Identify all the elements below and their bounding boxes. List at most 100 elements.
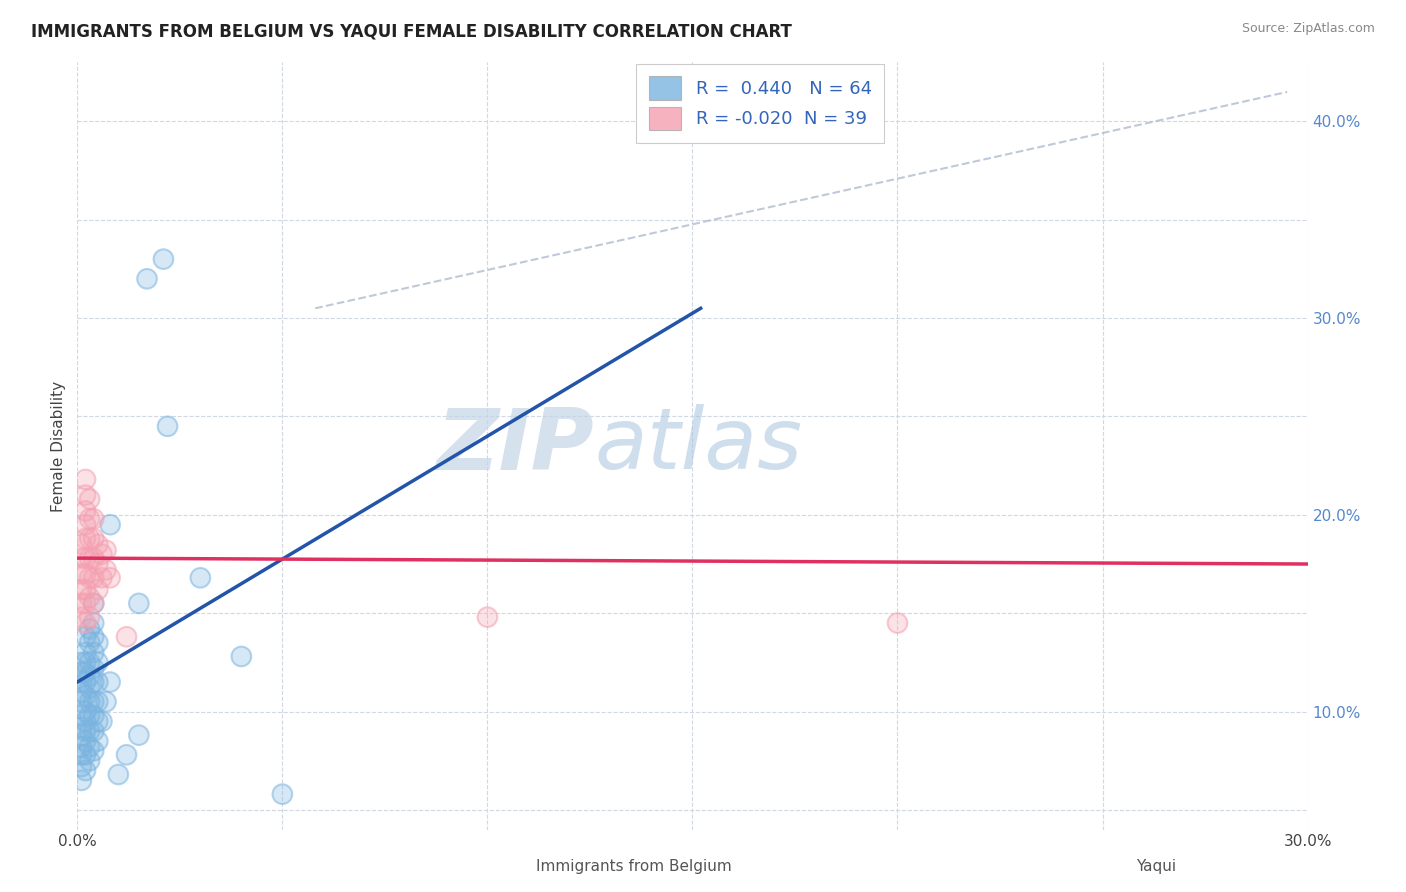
Point bbox=[83, 708, 105, 723]
Point bbox=[83, 532, 105, 546]
Point bbox=[188, 571, 212, 585]
Point bbox=[79, 622, 101, 636]
Point bbox=[87, 656, 110, 670]
Point bbox=[231, 649, 253, 664]
Point bbox=[75, 724, 97, 739]
Point bbox=[87, 695, 110, 709]
Y-axis label: Female Disability: Female Disability bbox=[51, 380, 66, 512]
Point bbox=[70, 551, 93, 566]
Point bbox=[87, 675, 110, 690]
Point bbox=[79, 669, 101, 683]
Point bbox=[83, 532, 105, 546]
Point bbox=[886, 615, 908, 630]
Point bbox=[115, 630, 138, 644]
Point bbox=[70, 582, 93, 597]
Point bbox=[79, 739, 101, 754]
Point bbox=[87, 636, 110, 650]
Point bbox=[70, 708, 93, 723]
Point bbox=[87, 656, 110, 670]
Point bbox=[75, 472, 97, 486]
Point bbox=[75, 488, 97, 502]
Point bbox=[83, 615, 105, 630]
Point bbox=[128, 728, 150, 742]
Point bbox=[188, 571, 212, 585]
Point bbox=[477, 610, 499, 624]
Point bbox=[75, 675, 97, 690]
Point bbox=[83, 744, 105, 758]
Point bbox=[75, 532, 97, 546]
Point bbox=[75, 646, 97, 660]
Point bbox=[87, 714, 110, 729]
Point bbox=[83, 630, 105, 644]
Point bbox=[87, 714, 110, 729]
Point bbox=[75, 582, 97, 597]
Point bbox=[75, 764, 97, 778]
Point bbox=[79, 656, 101, 670]
Point bbox=[87, 734, 110, 748]
Point bbox=[70, 537, 93, 551]
Point bbox=[79, 708, 101, 723]
Point bbox=[70, 656, 93, 670]
Point bbox=[79, 610, 101, 624]
Point bbox=[79, 492, 101, 507]
Point bbox=[70, 551, 93, 566]
Point bbox=[75, 596, 97, 610]
Point bbox=[152, 252, 174, 267]
Point bbox=[83, 724, 105, 739]
Point bbox=[75, 689, 97, 703]
Point bbox=[83, 512, 105, 526]
Point bbox=[87, 636, 110, 650]
Point bbox=[75, 532, 97, 546]
Point bbox=[79, 669, 101, 683]
Point bbox=[75, 615, 97, 630]
Point bbox=[94, 563, 117, 577]
Text: Source: ZipAtlas.com: Source: ZipAtlas.com bbox=[1241, 22, 1375, 36]
Point bbox=[83, 615, 105, 630]
Point bbox=[90, 714, 114, 729]
Point bbox=[90, 571, 114, 585]
Point bbox=[70, 773, 93, 788]
Point bbox=[75, 747, 97, 762]
Point bbox=[70, 537, 93, 551]
Point bbox=[70, 685, 93, 699]
Point bbox=[75, 724, 97, 739]
Point bbox=[75, 714, 97, 729]
Point bbox=[83, 512, 105, 526]
Point bbox=[75, 656, 97, 670]
Point bbox=[75, 705, 97, 719]
Point bbox=[136, 272, 159, 286]
Point bbox=[87, 675, 110, 690]
Point bbox=[75, 764, 97, 778]
Point bbox=[79, 681, 101, 695]
Point bbox=[94, 695, 117, 709]
Point bbox=[79, 695, 101, 709]
Text: ZIP: ZIP bbox=[436, 404, 595, 488]
Point bbox=[70, 596, 93, 610]
Point bbox=[98, 571, 121, 585]
Point bbox=[75, 504, 97, 518]
Point bbox=[83, 630, 105, 644]
Point bbox=[83, 724, 105, 739]
Point bbox=[79, 551, 101, 566]
Point bbox=[75, 705, 97, 719]
Point bbox=[271, 787, 294, 801]
Point bbox=[79, 695, 101, 709]
Point bbox=[75, 734, 97, 748]
Point bbox=[83, 551, 105, 566]
Point bbox=[70, 747, 93, 762]
Point bbox=[75, 566, 97, 581]
Point bbox=[70, 656, 93, 670]
Point bbox=[70, 759, 93, 773]
Point bbox=[115, 630, 138, 644]
Point bbox=[70, 759, 93, 773]
Point bbox=[87, 557, 110, 571]
Point bbox=[75, 582, 97, 597]
Point bbox=[83, 661, 105, 675]
Point bbox=[231, 649, 253, 664]
Point bbox=[70, 675, 93, 690]
Point bbox=[271, 787, 294, 801]
Point bbox=[107, 767, 129, 781]
Point bbox=[79, 532, 101, 546]
Point bbox=[70, 695, 93, 709]
Point bbox=[70, 566, 93, 581]
